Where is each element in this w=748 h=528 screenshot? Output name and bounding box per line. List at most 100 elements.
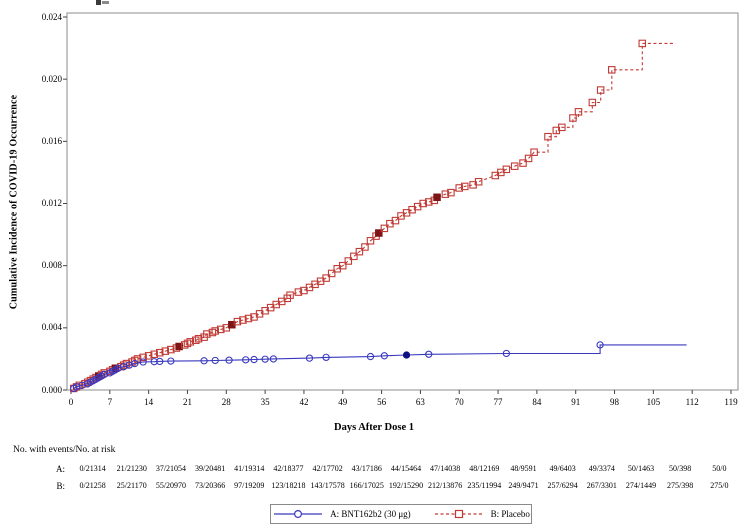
data-point-marker bbox=[269, 355, 278, 363]
risk-value: 21/21230 bbox=[116, 464, 147, 473]
data-point-marker bbox=[225, 356, 233, 364]
data-point-marker bbox=[391, 216, 400, 225]
risk-value: 275/398 bbox=[667, 481, 694, 490]
risk-value: 41/19314 bbox=[234, 464, 265, 473]
data-point-marker bbox=[558, 123, 566, 132]
x-tick-label: 42 bbox=[299, 397, 309, 407]
data-point-marker bbox=[233, 317, 242, 326]
severe-case-marker bbox=[175, 342, 183, 351]
data-point-marker bbox=[150, 358, 158, 366]
x-tick-label: 91 bbox=[571, 397, 581, 407]
risk-row-placebo: B: 0/21258 25/21170 55/20970 73/20366 97/192… bbox=[0, 481, 748, 493]
data-point-marker bbox=[139, 358, 147, 366]
x-axis-title: Days After Dose 1 bbox=[333, 422, 414, 433]
data-point-marker bbox=[167, 345, 175, 354]
vaccine-line-sample-icon bbox=[274, 509, 323, 519]
data-point-marker bbox=[447, 188, 455, 197]
risk-value: 123/18218 bbox=[271, 481, 306, 490]
risk-value: 42/17702 bbox=[312, 464, 343, 473]
risk-value: 25/21170 bbox=[116, 481, 147, 490]
risk-value: 48/12169 bbox=[469, 464, 500, 473]
risk-value: 44/15464 bbox=[390, 464, 422, 473]
risk-value: 249/9471 bbox=[508, 481, 539, 490]
risk-value: 50/0 bbox=[712, 464, 727, 473]
cropped-title-remnant bbox=[96, 0, 101, 5]
x-tick-label: 98 bbox=[610, 397, 620, 407]
x-tick-label: 28 bbox=[221, 397, 231, 407]
risk-value: 257/6294 bbox=[547, 481, 578, 490]
data-point-marker bbox=[519, 159, 527, 167]
legend-label-vaccine: A: BNT162b2 (30 μg) bbox=[330, 509, 411, 519]
data-point-marker bbox=[144, 352, 153, 360]
risk-value: 267/3301 bbox=[586, 481, 617, 490]
risk-value: 50/398 bbox=[669, 464, 692, 473]
data-point-marker bbox=[150, 350, 158, 359]
risk-value: 235/11994 bbox=[467, 481, 502, 490]
legend: A: BNT162b2 (30 μg) B: Placebo bbox=[270, 504, 532, 524]
x-tick-label: 77 bbox=[493, 397, 503, 407]
data-point-marker bbox=[419, 199, 427, 208]
risk-value: 275/0 bbox=[710, 481, 729, 490]
data-point-marker bbox=[424, 198, 433, 206]
risk-value: 192/15290 bbox=[388, 481, 424, 490]
data-point-marker bbox=[294, 288, 303, 296]
data-point-marker bbox=[474, 177, 483, 186]
y-tick-label: 0.024 bbox=[41, 11, 62, 22]
data-point-marker bbox=[211, 356, 219, 365]
data-point-marker bbox=[441, 190, 450, 198]
data-point-marker bbox=[186, 338, 194, 346]
x-tick-label: 112 bbox=[685, 397, 699, 407]
series-line-placebo bbox=[73, 42, 676, 389]
legend-item-placebo: B: Placebo bbox=[433, 508, 530, 520]
x-tick-label: 35 bbox=[260, 397, 270, 407]
x-tick-label: 119 bbox=[724, 397, 738, 407]
risk-value: 143/17578 bbox=[310, 481, 345, 490]
y-tick-label: 0.016 bbox=[41, 135, 62, 146]
risk-value: 73/20366 bbox=[194, 481, 226, 490]
x-tick-label: 56 bbox=[377, 397, 387, 407]
x-tick-label: 7 bbox=[107, 397, 113, 407]
risk-value: 166/17025 bbox=[349, 481, 384, 490]
data-point-marker bbox=[161, 347, 170, 355]
risk-value: 55/20970 bbox=[155, 481, 187, 490]
data-point-marker bbox=[261, 355, 269, 363]
data-point-marker bbox=[139, 353, 147, 362]
risk-value: 0/21314 bbox=[79, 464, 106, 473]
severe-case-marker bbox=[402, 351, 411, 359]
data-point-marker bbox=[569, 114, 577, 122]
placebo-line-sample-icon bbox=[434, 509, 483, 519]
data-point-marker bbox=[524, 154, 533, 163]
risk-value: 97/19209 bbox=[234, 481, 265, 490]
risk-value: 49/3374 bbox=[588, 464, 615, 473]
data-point-marker bbox=[366, 237, 375, 245]
risk-value: 274/1449 bbox=[625, 481, 657, 490]
data-point-marker bbox=[250, 355, 258, 364]
risk-values-vaccine: 0/21314 21/21230 37/21054 39/20481 41/19314 4… bbox=[73, 464, 739, 473]
y-tick-label: 0.000 bbox=[41, 384, 62, 395]
data-point-marker bbox=[380, 224, 389, 233]
data-point-marker bbox=[203, 330, 211, 338]
data-point-marker bbox=[425, 350, 433, 358]
data-point-marker bbox=[339, 261, 347, 270]
risk-value: 49/6403 bbox=[549, 464, 576, 473]
risk-table-title: No. with events/No. at risk bbox=[13, 445, 116, 455]
data-point-marker bbox=[355, 247, 364, 256]
risk-value: 47/14038 bbox=[430, 464, 461, 473]
x-tick-label: 105 bbox=[646, 397, 661, 407]
legend-label-placebo: B: Placebo bbox=[490, 509, 530, 519]
risk-value: 39/20481 bbox=[194, 464, 226, 473]
data-point-marker bbox=[155, 348, 164, 357]
data-point-marker bbox=[510, 162, 519, 170]
data-point-marker bbox=[596, 86, 605, 94]
data-point-marker bbox=[194, 334, 203, 343]
data-point-marker bbox=[638, 39, 647, 48]
data-point-marker bbox=[244, 314, 253, 323]
risk-row-label: B: bbox=[56, 481, 65, 491]
y-tick-label: 0.004 bbox=[41, 322, 62, 333]
data-point-marker bbox=[544, 132, 552, 141]
data-point-marker bbox=[200, 357, 208, 365]
data-point-marker bbox=[216, 325, 225, 334]
data-point-marker bbox=[322, 353, 330, 362]
data-point-marker bbox=[366, 352, 375, 361]
